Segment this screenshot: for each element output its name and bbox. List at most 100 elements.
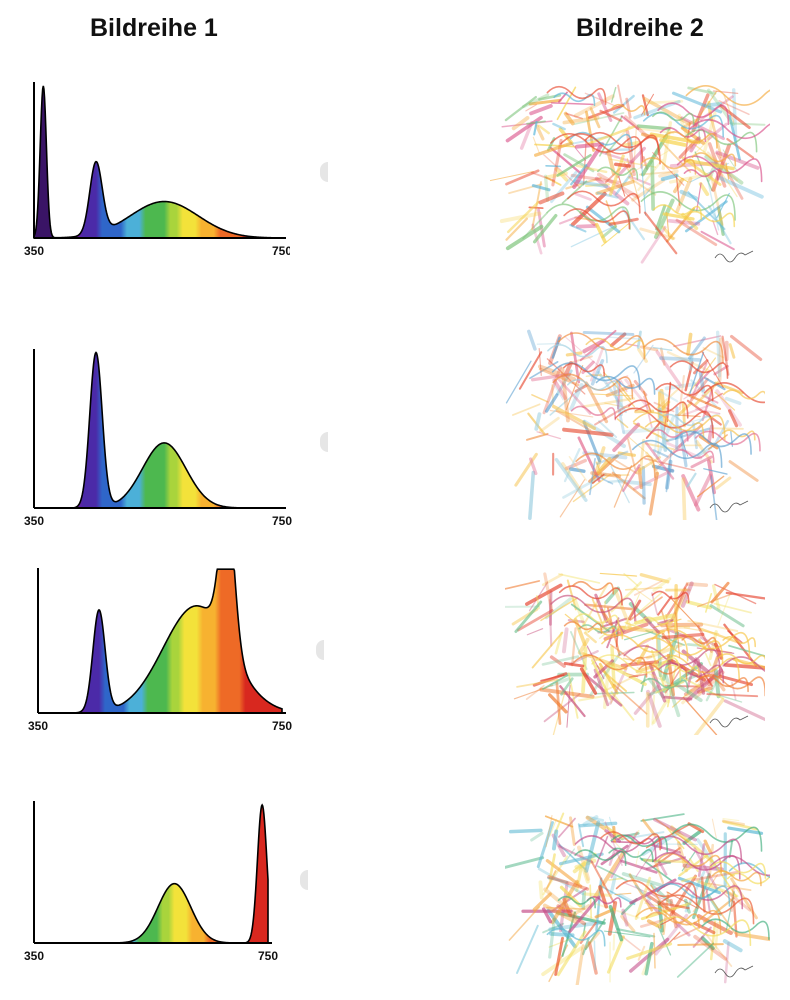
crayon-scribble (722, 389, 765, 400)
crayon-scribble (632, 411, 726, 441)
crayon-stroke (657, 900, 665, 933)
crayon-stroke (542, 922, 565, 934)
crayon-stroke (639, 573, 670, 584)
crayon-stroke (667, 218, 701, 226)
crayon-stroke (554, 936, 564, 976)
crayon-stroke (569, 816, 576, 846)
crayon-stroke (649, 883, 673, 905)
crayon-stroke (700, 230, 735, 251)
crayon-scribble (643, 338, 724, 364)
crayon-stroke (602, 672, 643, 693)
crayon-stroke (657, 595, 673, 616)
crayon-stroke (573, 112, 625, 125)
crayon-stroke (659, 356, 702, 362)
crayon-stroke (586, 125, 636, 146)
crayon-scribble (641, 616, 677, 629)
crayon-stroke (634, 876, 652, 921)
crayon-stroke (704, 392, 723, 405)
crayon-stroke (643, 211, 678, 255)
crayon-stroke (606, 617, 620, 649)
crayon-stroke (677, 943, 724, 947)
crayon-stroke (589, 107, 601, 129)
x-tick-label: 750 (272, 514, 292, 528)
crayon-stroke (687, 619, 739, 633)
crayon-stroke (529, 104, 553, 116)
x-tick-label: 350 (24, 949, 44, 963)
crayon-stroke (640, 134, 669, 177)
crayon-stroke (681, 474, 701, 512)
crayon-stroke (646, 99, 684, 105)
crayon-stroke (655, 350, 682, 387)
crayon-stroke (626, 942, 673, 960)
crayon-stroke (715, 389, 742, 427)
crayon-stroke (505, 580, 541, 590)
signature-icon (709, 715, 749, 728)
crayon-stroke (582, 582, 609, 627)
crayon-stroke (555, 681, 562, 725)
crayon-scribble (726, 872, 770, 885)
crayon-scribble (638, 663, 688, 680)
crayon-stroke (624, 378, 651, 411)
crayon-scribble (584, 131, 660, 156)
crayon-stroke (659, 347, 666, 366)
crayon-stroke (545, 815, 553, 848)
crayon-stroke (541, 907, 553, 924)
signature-icon (714, 965, 754, 978)
crayon-stroke (656, 924, 672, 956)
spectrum-area (38, 568, 283, 714)
crayon-stroke (628, 175, 651, 186)
crayon-stroke (653, 618, 682, 629)
crayon-stroke (634, 402, 651, 412)
spectrum-area (33, 85, 283, 239)
crayon-scribble (694, 430, 761, 452)
crayon-stroke (728, 343, 736, 359)
crayon-stroke (555, 409, 592, 432)
crayon-stroke (674, 921, 691, 937)
crayon-stroke (728, 460, 759, 482)
crayon-stroke (651, 592, 659, 615)
crayon-scribble (623, 645, 721, 676)
crayon-stroke (616, 928, 656, 938)
crayon-stroke (633, 100, 681, 120)
crayon-stroke (532, 136, 540, 154)
crayon-stroke (652, 449, 669, 458)
crayon-stroke (591, 393, 633, 397)
crayon-stroke (693, 698, 725, 735)
crayon-stroke (558, 573, 601, 584)
crayon-stroke (549, 590, 553, 626)
crayon-stroke (671, 91, 723, 114)
crayon-stroke (694, 473, 712, 507)
crayon-scribble (640, 677, 689, 694)
crayon-stroke (615, 628, 619, 648)
crayon-stroke (633, 344, 654, 374)
crayon-stroke (637, 158, 664, 192)
crayon-stroke (681, 477, 687, 520)
crayon-stroke (663, 671, 681, 718)
crayon-stroke (703, 376, 726, 391)
crayon-stroke (615, 146, 646, 178)
crayon-stroke (568, 455, 587, 481)
x-tick-label: 750 (272, 719, 292, 733)
crayon-stroke (586, 645, 605, 680)
crayon-stroke (660, 173, 679, 182)
crayon-stroke (689, 136, 701, 153)
crayon-stroke (542, 674, 569, 690)
crayon-stroke (722, 818, 740, 822)
crayon-scribble (721, 429, 756, 441)
crayon-stroke (696, 658, 706, 695)
crayon-stroke (507, 200, 540, 234)
crayon-stroke (711, 818, 717, 839)
crayon-stroke (505, 224, 544, 251)
crayon-stroke (725, 591, 765, 600)
crayon-scribble (652, 654, 740, 682)
crayon-stroke (549, 677, 571, 687)
crayon-scribble (695, 674, 765, 697)
crayon-stroke (528, 98, 562, 106)
crayon-scribble (559, 133, 661, 165)
crayon-stroke (641, 93, 654, 116)
spectrum-svg-3: 350 750 (28, 568, 292, 733)
crayon-stroke (641, 818, 657, 838)
crayon-stroke (585, 918, 606, 951)
crayon-stroke (713, 602, 752, 614)
crayon-stroke (638, 591, 663, 613)
